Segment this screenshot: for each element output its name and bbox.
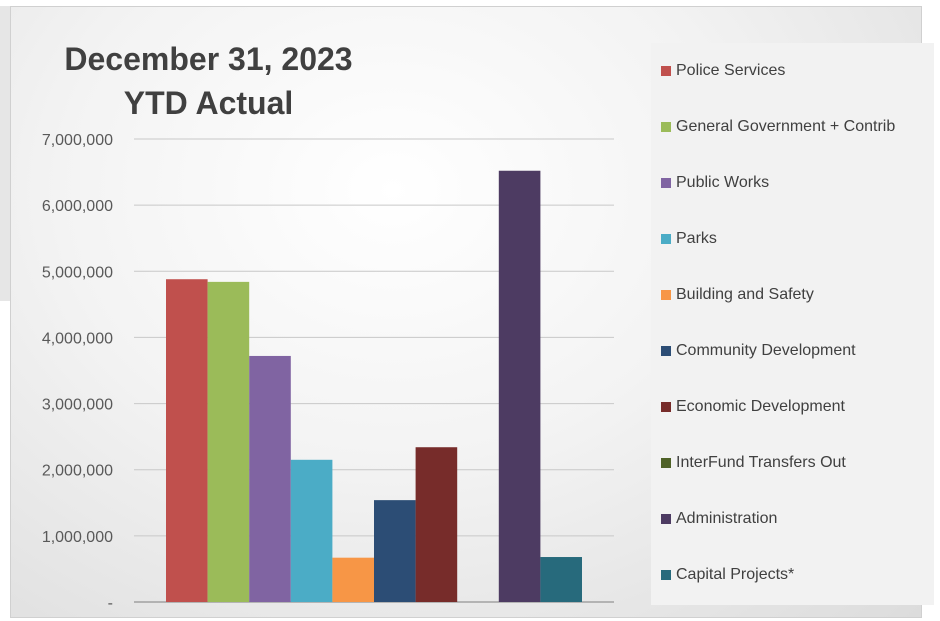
legend-label: Economic Development	[676, 398, 845, 415]
chart-area: December 31, 2023 YTD Actual - 1,000,000 2…	[10, 6, 934, 618]
legend-label: InterFund Transfers Out	[676, 454, 846, 471]
legend-item[interactable]: InterFund Transfers Out	[661, 453, 846, 473]
legend-swatch	[661, 570, 671, 580]
legend-item[interactable]: Building and Safety	[661, 285, 814, 305]
legend-item[interactable]: Public Works	[661, 173, 769, 193]
y-tick-label: 6,000,000	[42, 198, 113, 215]
legend-label: Capital Projects*	[676, 566, 795, 583]
legend-item[interactable]: Administration	[661, 509, 777, 529]
y-tick-label: 5,000,000	[42, 264, 113, 281]
legend-swatch	[661, 66, 671, 76]
legend-swatch	[661, 402, 671, 412]
legend-label: Building and Safety	[676, 286, 814, 303]
y-tick-label: 1,000,000	[42, 529, 113, 546]
legend-swatch	[661, 290, 671, 300]
y-tick-label: 7,000,000	[42, 132, 113, 149]
legend-swatch	[661, 234, 671, 244]
chart-title: December 31, 2023 YTD Actual	[51, 37, 366, 125]
legend-label: General Government + Contrib	[676, 118, 896, 135]
legend-swatch	[661, 458, 671, 468]
chart-title-line-2: YTD Actual	[123, 85, 294, 121]
chart-title-line-1: December 31, 2023	[64, 41, 353, 77]
legend-label: Parks	[676, 230, 717, 247]
bar-building-and-safety[interactable]	[332, 557, 374, 602]
legend-item[interactable]: Parks	[661, 229, 717, 249]
legend-item[interactable]: General Government + Contrib	[661, 117, 895, 137]
chart-legend: Police Services General Government + Cont…	[651, 43, 934, 605]
legend-swatch	[661, 346, 671, 356]
bar-chart: - 1,000,000 2,000,000 3,000,000 4,000,000 5,0…	[42, 132, 614, 612]
bar-police-services[interactable]	[166, 279, 208, 602]
legend-label: Community Development	[676, 342, 856, 359]
bar-capital-projects[interactable]	[540, 557, 582, 602]
legend-label: Administration	[676, 510, 778, 527]
legend-item[interactable]: Capital Projects*	[661, 565, 794, 585]
legend-swatch	[661, 122, 671, 132]
bar-parks[interactable]	[290, 459, 333, 602]
bar-economic-development[interactable]	[415, 447, 458, 602]
legend-item[interactable]: Community Development	[661, 341, 856, 361]
y-tick-label: 2,000,000	[42, 463, 113, 480]
legend-label: Public Works	[676, 174, 770, 191]
legend-item[interactable]: Economic Development	[661, 397, 845, 417]
y-tick-label: 4,000,000	[42, 330, 113, 347]
bar-community-development[interactable]	[374, 500, 416, 602]
legend-swatch	[661, 514, 671, 524]
legend-item[interactable]: Police Services	[661, 61, 785, 81]
bar-general-government-contrib[interactable]	[207, 281, 250, 602]
y-tick-label: 3,000,000	[42, 397, 113, 414]
bar-administration[interactable]	[498, 170, 541, 602]
legend-swatch	[661, 178, 671, 188]
bar-public-works[interactable]	[249, 355, 291, 602]
legend-label: Police Services	[676, 62, 786, 79]
y-tick-label: -	[108, 595, 113, 612]
